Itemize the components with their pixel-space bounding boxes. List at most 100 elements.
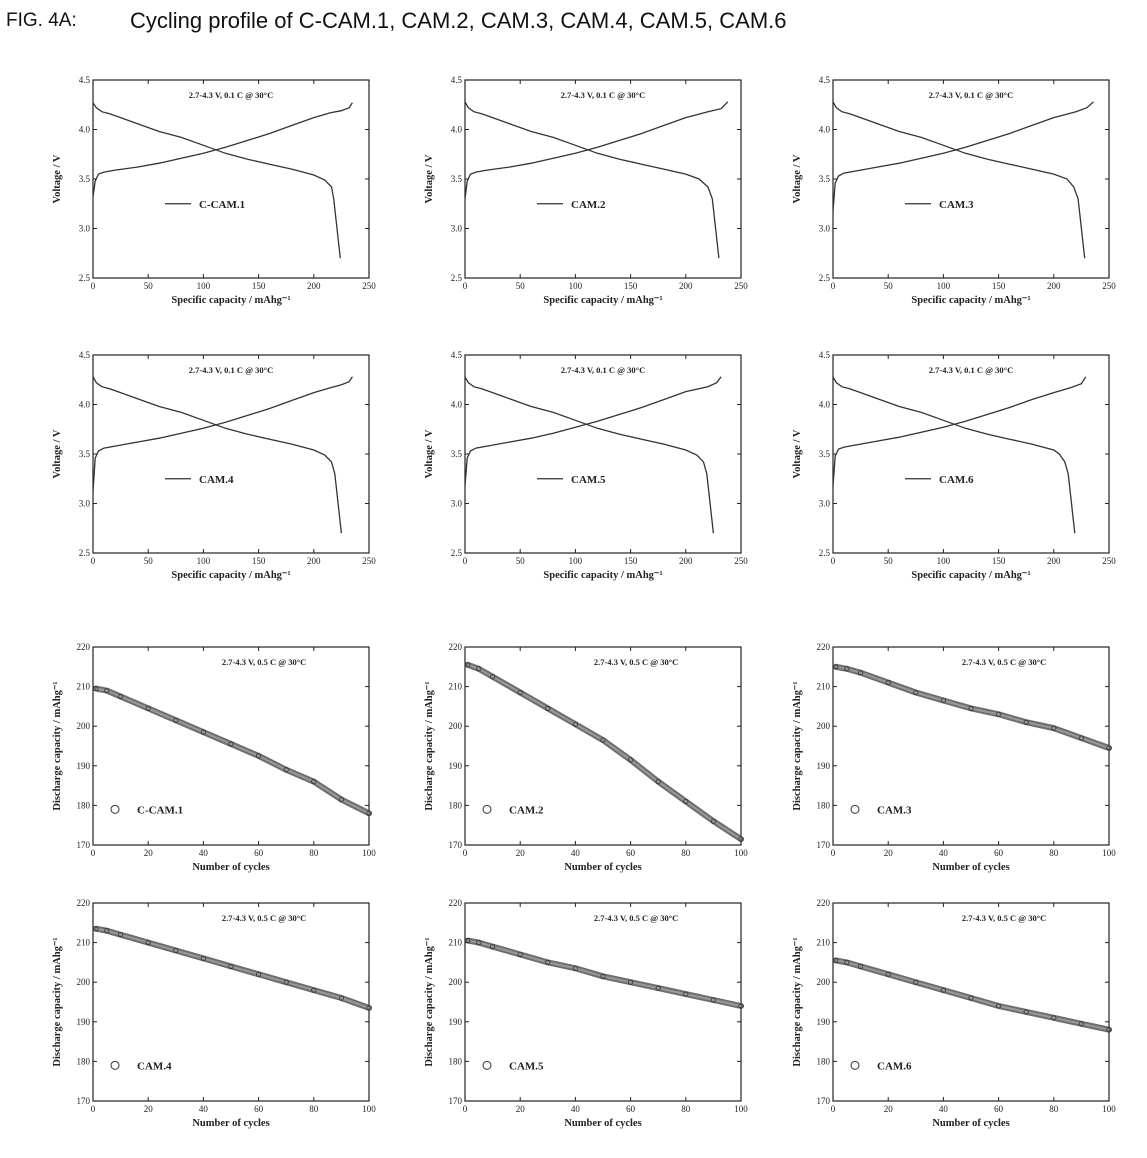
y-tick-label: 3.5 [819,174,831,184]
legend-marker [482,804,492,814]
plot-frame [92,646,370,846]
data-point [940,987,946,993]
x-tick-label: 20 [516,1104,526,1114]
y-tick-label: 210 [817,938,831,948]
x-tick-label: 60 [626,848,636,858]
y-tick-label: 210 [77,682,91,692]
x-tick-label: 150 [624,556,638,566]
x-tick-label: 150 [252,281,266,291]
x-tick-label: 100 [569,281,583,291]
y-tick-label: 170 [449,1096,463,1106]
legend-marker [850,1060,860,1070]
data-point [104,687,110,694]
x-tick-label: 20 [516,848,526,858]
x-tick-label: 40 [199,1104,209,1114]
x-tick-label: 0 [463,1104,468,1114]
condition-annotation: 2.7-4.3 V, 0.5 C @ 30°C [962,657,1046,667]
y-tick-label: 4.5 [451,75,463,85]
data-point [366,810,372,816]
discharge-curve [464,101,720,259]
data-point [118,693,124,700]
x-tick-label: 40 [939,848,949,858]
legend-label: CAM.3 [877,804,912,816]
y-axis-label: Discharge capacity / mAhg⁻¹ [52,937,63,1066]
chart-panel-5: 0 50 100 150 200 250 2.5 3.0 3.5 4.0 4.5 Specific c… [424,350,748,581]
x-tick-label: 50 [884,281,894,291]
y-tick-label: 200 [77,977,91,987]
y-tick-label: 170 [817,840,831,850]
y-tick-label: 2.5 [79,548,91,558]
legend-marker [110,804,120,814]
y-tick-label: 4.0 [451,125,463,135]
data-point [1023,1009,1029,1015]
x-tick-label: 60 [994,848,1004,858]
data-point [145,939,151,946]
y-tick-label: 180 [449,1056,463,1066]
y-axis-label: Voltage / V [52,429,63,478]
y-tick-label: 210 [449,682,463,692]
condition-annotation: 2.7-4.3 V, 0.1 C @ 30°C [929,90,1013,100]
legend-label: C-CAM.1 [137,804,183,816]
x-tick-label: 0 [831,848,836,858]
x-tick-label: 200 [307,556,321,566]
data-point [1106,1027,1112,1033]
y-tick-label: 210 [449,938,463,948]
y-tick-label: 200 [449,977,463,987]
x-tick-label: 100 [362,848,376,858]
y-tick-label: 3.0 [819,499,831,509]
x-axis-label: Number of cycles [932,862,1009,873]
condition-annotation: 2.7-4.3 V, 0.1 C @ 30°C [929,365,1013,375]
y-tick-label: 3.5 [819,449,831,459]
condition-annotation: 2.7-4.3 V, 0.5 C @ 30°C [594,657,678,667]
chart-panel-8: 0 20 40 60 80 100 170 180 190 200 210 220 Number of … [424,642,748,873]
y-tick-label: 2.5 [819,273,831,283]
y-tick-label: 220 [77,642,91,652]
x-tick-label: 250 [1102,556,1116,566]
y-axis-label: Discharge capacity / mAhg⁻¹ [424,681,435,810]
x-tick-label: 100 [362,1104,376,1114]
data-point [173,947,179,954]
chart-panel-6: 0 50 100 150 200 250 2.5 3.0 3.5 4.0 4.5 Specific c… [792,350,1116,581]
y-tick-label: 220 [817,898,831,908]
condition-annotation: 2.7-4.3 V, 0.1 C @ 30°C [189,365,273,375]
x-tick-label: 100 [197,281,211,291]
x-tick-label: 100 [937,556,951,566]
charge-curve [92,102,353,197]
y-tick-label: 220 [77,898,91,908]
legend-marker [110,1060,120,1070]
x-tick-label: 20 [884,848,894,858]
data-point [517,951,523,958]
y-tick-label: 180 [77,1056,91,1066]
x-axis-label: Number of cycles [564,862,641,873]
data-point [283,767,289,773]
data-point [490,674,496,680]
x-tick-label: 150 [992,281,1006,291]
y-tick-label: 3.0 [79,499,91,509]
y-tick-label: 3.5 [79,174,91,184]
y-tick-label: 4.5 [819,75,831,85]
x-tick-label: 20 [144,848,154,858]
capacity-line [467,939,742,1007]
x-axis-label: Specific capacity / mAhg⁻¹ [543,295,662,306]
x-tick-label: 60 [254,848,264,858]
data-point [228,741,234,747]
legend-label: CAM.5 [509,1060,544,1072]
data-point [1051,725,1057,731]
data-point [490,943,496,950]
chart-panel-7: 0 20 40 60 80 100 170 180 190 200 210 220 Number of … [52,642,376,873]
data-point [173,717,179,723]
plot-frame [464,646,742,846]
y-tick-label: 4.5 [819,350,831,360]
y-tick-label: 4.0 [819,400,831,410]
y-tick-label: 220 [449,642,463,652]
data-point [338,995,344,1001]
x-tick-label: 100 [1102,1104,1116,1114]
data-point [572,721,578,727]
capacity-line [95,687,370,815]
plot-frame [464,902,742,1102]
data-point [1078,735,1084,741]
y-tick-label: 4.5 [79,350,91,360]
x-axis-label: Specific capacity / mAhg⁻¹ [911,570,1030,581]
y-tick-label: 3.5 [451,174,463,184]
data-point [655,985,661,991]
